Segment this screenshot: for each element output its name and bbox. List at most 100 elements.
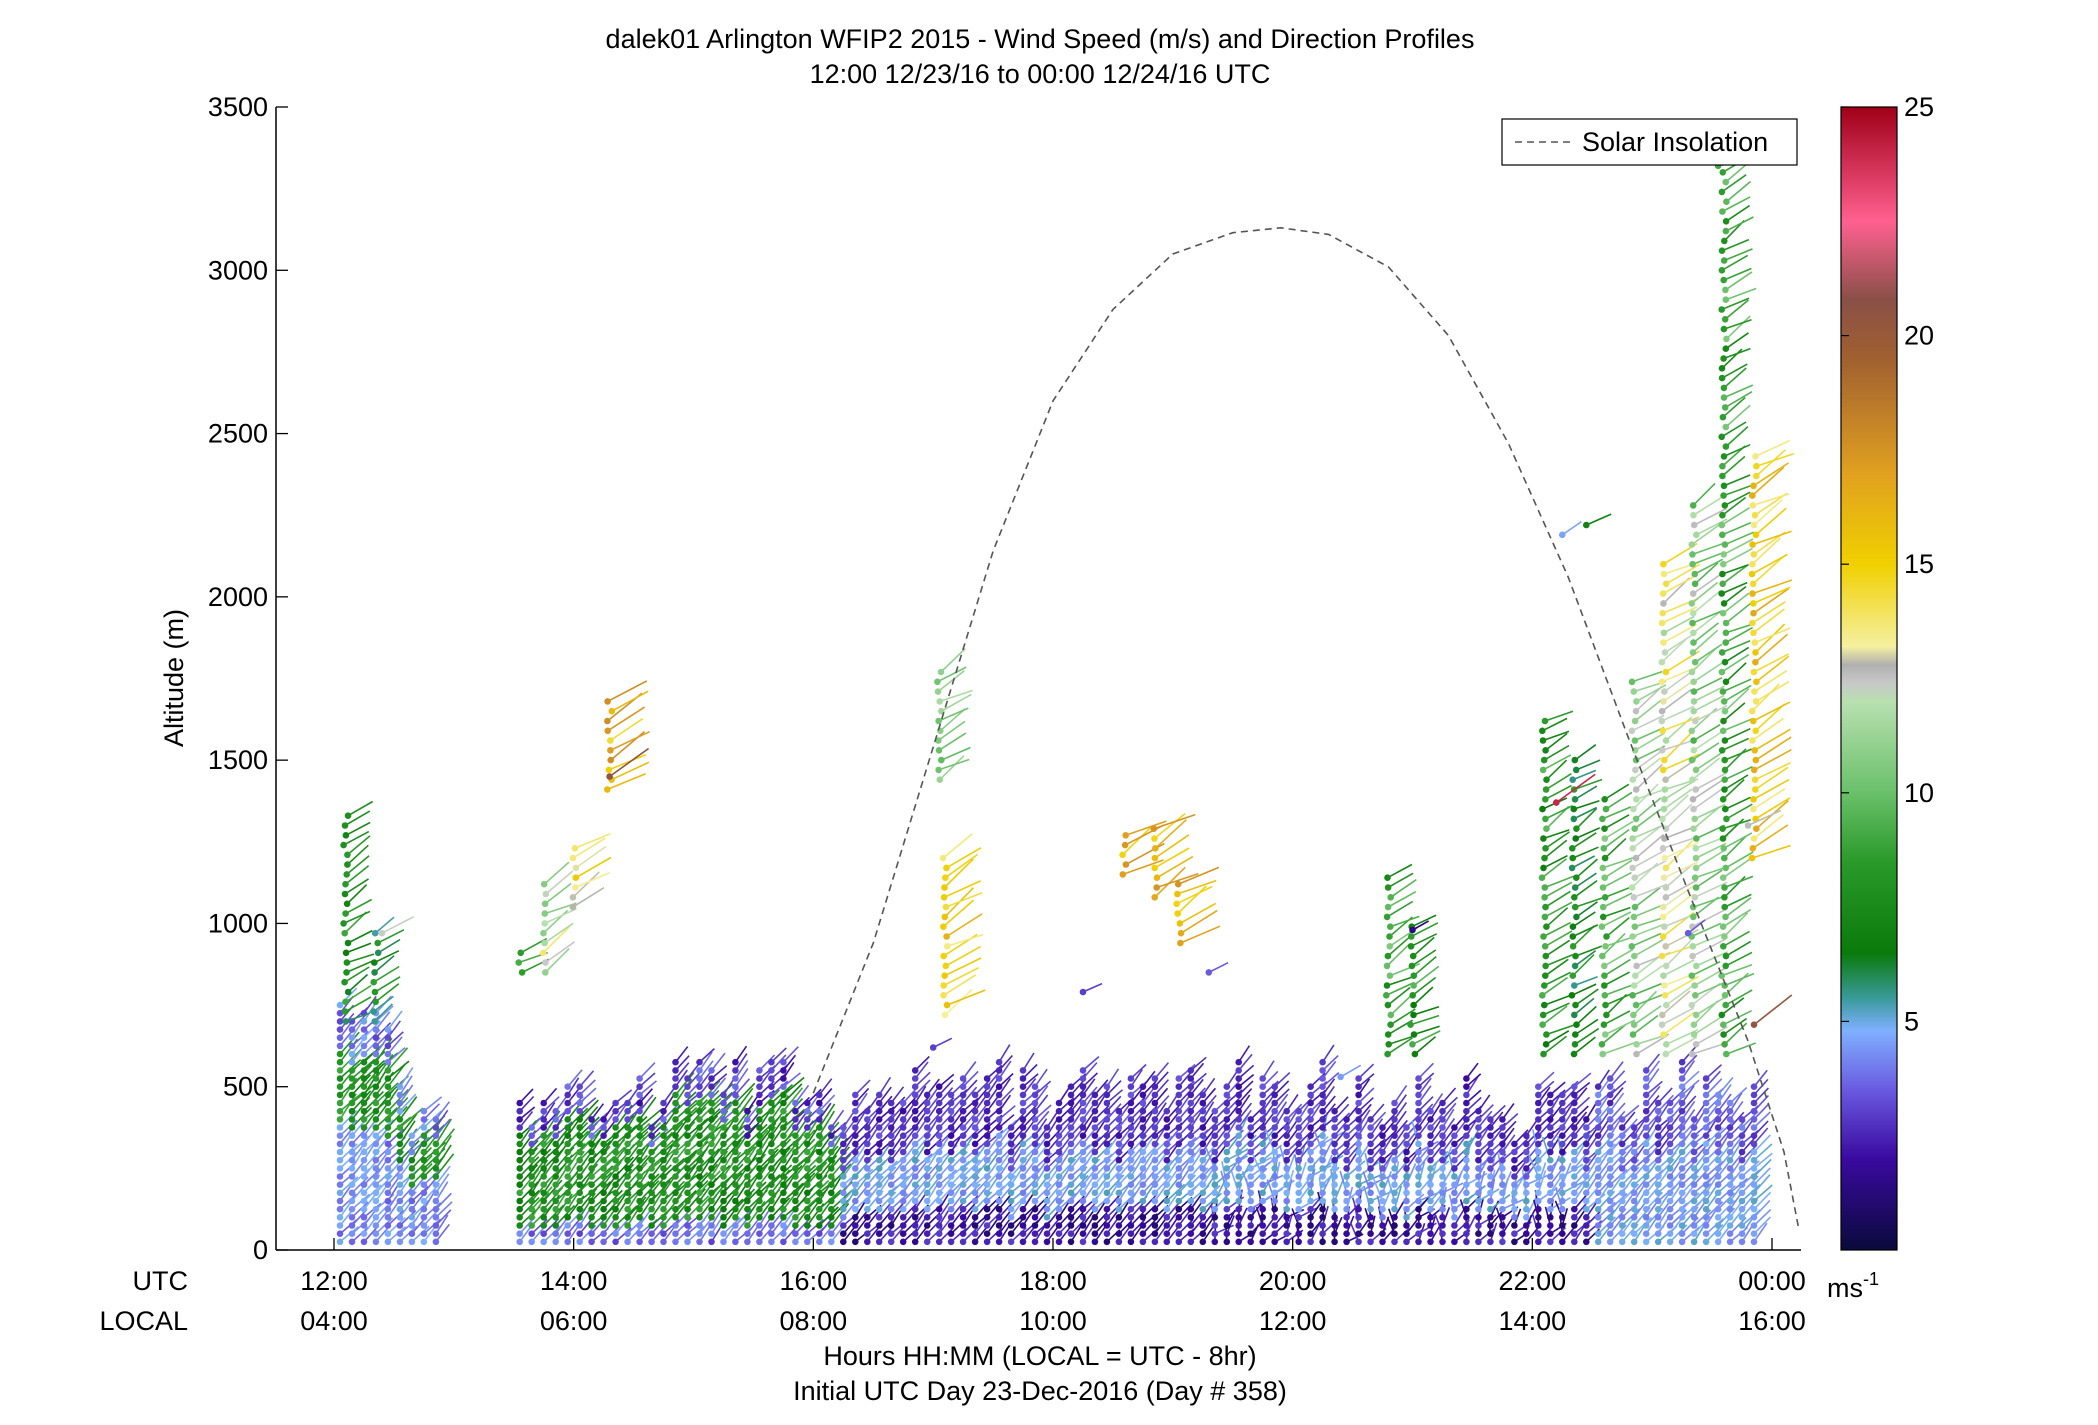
wind-barb-dot: [540, 1181, 547, 1188]
wind-barb-stem: [543, 1096, 560, 1112]
wind-barb-dot: [624, 1165, 631, 1172]
wind-barb-dot: [516, 1132, 523, 1139]
wind-barb-dot: [935, 737, 942, 744]
wind-barb-dot: [1307, 1132, 1314, 1139]
wind-barb-dot: [1654, 1230, 1662, 1237]
wind-barb-dot: [1127, 1173, 1135, 1180]
wind-barb-dot: [636, 1124, 643, 1131]
wind-barb-dot: [1690, 1124, 1698, 1131]
wind-barb-dot: [1223, 1197, 1231, 1205]
wind-barb-dot: [1642, 1107, 1650, 1115]
wind-barb-dot: [588, 1205, 595, 1213]
wind-barb-dot: [959, 1132, 967, 1139]
wind-barb-dot: [1714, 1181, 1722, 1188]
wind-barb-dot: [1187, 1140, 1195, 1148]
wind-barb-dot: [1235, 1238, 1242, 1246]
wind-barb-dot: [1542, 815, 1549, 823]
wind-barb-dot: [1283, 1222, 1290, 1229]
wind-barb-dot: [1055, 1132, 1063, 1139]
wind-barb-dot: [1079, 1107, 1087, 1115]
wind-barb-dot: [1451, 1214, 1458, 1221]
wind-barb-dot: [792, 1156, 799, 1164]
wind-barb-dot: [1654, 1148, 1662, 1156]
wind-barb-dot: [875, 1230, 883, 1237]
wind-barb-stem: [399, 1113, 418, 1137]
wind-barb-dot: [1543, 776, 1550, 783]
wind-barb-stem: [1572, 769, 1597, 781]
wind-barb-stem: [962, 1176, 980, 1194]
wind-barb-dot: [516, 1173, 523, 1180]
wind-barb-dot: [636, 1197, 643, 1205]
wind-barb-dot: [1139, 1181, 1147, 1188]
wind-barb-dot: [1367, 1197, 1374, 1205]
wind-barb-dot: [1175, 1222, 1183, 1229]
wind-barb-stem: [1274, 1093, 1289, 1112]
wind-barb-dot: [1475, 1107, 1482, 1115]
wind-barb-dot: [588, 1148, 595, 1156]
wind-barb-dot: [1415, 1230, 1422, 1237]
wind-barb-dot: [348, 1099, 356, 1107]
wind-barb-dot: [1055, 1140, 1063, 1148]
wind-barb-dot: [588, 1116, 595, 1123]
wind-barb-stem: [1130, 1118, 1143, 1137]
wind-barb-stem: [674, 1136, 696, 1161]
wind-barb-dot: [1714, 1099, 1722, 1107]
wind-barb-dot: [995, 1067, 1003, 1074]
wind-barb-dot: [1738, 1205, 1746, 1213]
wind-barb-stem: [1046, 1118, 1059, 1137]
wind-barb-dot: [1151, 1205, 1159, 1213]
wind-barb-stem: [1202, 1094, 1217, 1112]
wind-barb-dot: [923, 1107, 931, 1115]
wind-barb-dot: [816, 1181, 823, 1188]
wind-barb-dot: [348, 1214, 356, 1221]
wind-barb-dot: [1295, 1116, 1302, 1123]
wind-barb-dot: [607, 747, 614, 754]
wind-barb-dot: [1355, 1173, 1362, 1180]
wind-barb-dot: [875, 1124, 883, 1131]
wind-barb-stem: [1154, 819, 1187, 849]
wind-barb-stem: [1575, 807, 1598, 830]
wind-barb-dot: [828, 1222, 835, 1229]
wind-barb-stem: [1527, 1154, 1540, 1177]
wind-barb-dot: [1247, 1173, 1254, 1180]
wind-barb-dot: [1543, 923, 1550, 930]
wind-barb-dot: [576, 1222, 583, 1229]
wind-barb-stem: [1124, 824, 1165, 846]
wind-barb-dot: [684, 1140, 691, 1148]
wind-barb-dot: [1547, 1222, 1554, 1229]
wind-barb-dot: [708, 1124, 715, 1131]
wind-barb-dot: [864, 1156, 871, 1164]
wind-barb-dot: [1569, 943, 1577, 950]
wind-barb-stem: [1142, 1194, 1158, 1210]
wind-barb-stem: [347, 929, 373, 944]
wind-barb-stem: [399, 1210, 417, 1227]
wind-barb-dot: [1439, 1205, 1446, 1213]
wind-barb-stem: [1705, 1088, 1724, 1104]
wind-barb-dot: [348, 1132, 356, 1139]
wind-barb-dot: [569, 854, 577, 862]
wind-barb-dot: [887, 1205, 895, 1213]
wind-barb-dot: [1127, 1107, 1135, 1115]
wind-barb-stem: [818, 1135, 838, 1161]
wind-barb-dot: [1271, 1238, 1278, 1246]
wind-barb-stem: [998, 1105, 1016, 1121]
wind-barb-stem: [363, 1202, 382, 1218]
wind-barb-dot: [516, 1197, 523, 1205]
wind-barb-dot: [768, 1140, 775, 1148]
wind-barb-dot: [1259, 1124, 1266, 1131]
wind-barb-stem: [1387, 1177, 1396, 1202]
wind-barb-dot: [648, 1124, 655, 1131]
wind-barb-dot: [372, 1230, 380, 1237]
wind-barb-dot: [1343, 1173, 1350, 1180]
wind-barb-stem: [710, 1073, 728, 1088]
wind-barb-dot: [768, 1165, 775, 1172]
wind-barb-dot: [1523, 1156, 1530, 1164]
wind-barb-dot: [1511, 1156, 1518, 1164]
wind-barb-dot: [1542, 786, 1550, 793]
wind-barb-stem: [343, 910, 371, 925]
wind-barb-dot: [1115, 1189, 1123, 1197]
wind-barb-dot: [1539, 805, 1546, 813]
wind-barb-dot: [696, 1075, 703, 1082]
wind-barb-stem: [1544, 710, 1574, 722]
wind-barb-dot: [660, 1140, 667, 1148]
